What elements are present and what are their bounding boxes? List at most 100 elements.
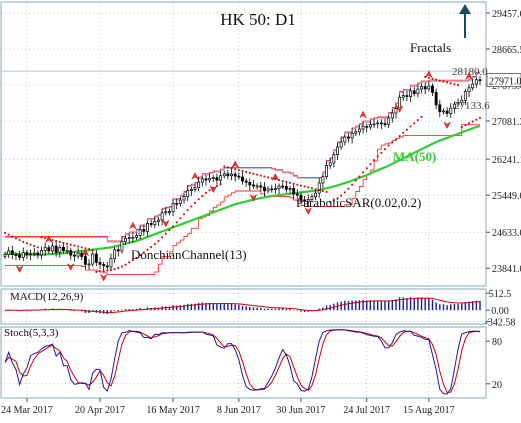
sar-dot xyxy=(300,184,302,187)
fractal-down-marker xyxy=(304,207,312,215)
sar-dot xyxy=(380,151,383,154)
time-tick-label: 16 May 2017 xyxy=(146,405,199,416)
candle-body xyxy=(474,79,478,85)
sar-dot xyxy=(95,271,98,273)
candle-body xyxy=(281,185,285,188)
candle-body xyxy=(328,162,332,166)
sar-dot xyxy=(270,177,273,180)
candle-body xyxy=(412,90,416,95)
candle-body xyxy=(120,241,124,252)
sar-dot xyxy=(131,259,134,261)
sar-dot xyxy=(241,170,244,172)
candle-body xyxy=(105,265,109,268)
sar-dot xyxy=(106,269,109,272)
fractal-down-marker xyxy=(100,274,108,282)
sar-dot xyxy=(62,241,65,244)
sar-dot xyxy=(212,186,215,189)
sar-dot xyxy=(285,181,288,183)
ma50-line xyxy=(4,124,481,256)
sar-dot xyxy=(373,159,375,162)
sar-dot xyxy=(205,191,207,194)
candle-body xyxy=(138,229,142,236)
candle-body xyxy=(379,122,383,125)
current-price-value: 27971.0 xyxy=(489,77,521,88)
sar-dot xyxy=(416,119,419,122)
candle-body xyxy=(336,146,339,155)
candle-body xyxy=(226,173,230,177)
sar-dot xyxy=(245,171,248,173)
sar-dot xyxy=(172,225,174,228)
candle-body xyxy=(237,175,241,178)
sar-dot xyxy=(102,270,105,272)
candle-body xyxy=(452,103,456,109)
candle-body xyxy=(14,254,18,256)
candle-body xyxy=(423,86,427,90)
candle-body xyxy=(427,85,431,90)
sar-dot xyxy=(88,248,90,251)
sar-dot xyxy=(453,83,456,86)
fractal-up-marker xyxy=(359,110,367,118)
candle-body xyxy=(262,186,266,192)
candle-body xyxy=(478,79,482,82)
sar-dot xyxy=(365,167,368,170)
sar-dot xyxy=(369,163,372,166)
time-tick-label: 20 Apr 2017 xyxy=(75,405,125,416)
candle-body xyxy=(361,125,365,130)
sar-dot xyxy=(278,179,280,182)
sar-dot xyxy=(139,254,142,257)
price-tick-label: 29457.6 xyxy=(492,9,521,20)
sar-dot xyxy=(431,77,434,80)
candle-body xyxy=(102,263,106,267)
candle-body xyxy=(208,178,212,181)
sar-dot xyxy=(413,122,416,125)
candle-body xyxy=(18,254,22,258)
candle-body xyxy=(295,193,299,196)
candle-body xyxy=(354,131,358,134)
candle-body xyxy=(284,186,288,190)
candle-body xyxy=(94,253,98,263)
sar-dot xyxy=(307,186,310,189)
sar-dot xyxy=(376,155,379,158)
candle-body xyxy=(200,178,204,183)
fractals-label: Fractals xyxy=(410,40,451,55)
candle-body xyxy=(65,250,69,252)
candle-body xyxy=(270,188,274,191)
candle-body xyxy=(25,252,29,255)
stoch-panel-frame xyxy=(0,326,487,399)
candle-body xyxy=(401,95,405,98)
candle-body xyxy=(54,245,58,253)
main-panel-frame xyxy=(0,1,487,287)
candle-body xyxy=(109,258,113,268)
sar-label: ParabolicSAR(0.02,0.2) xyxy=(296,195,421,210)
macd-tick-label: 512.5 xyxy=(489,289,512,300)
candle-body xyxy=(167,211,171,213)
candle-body xyxy=(420,86,423,90)
sar-dot xyxy=(58,241,61,243)
sar-dot xyxy=(44,237,47,240)
sar-dot xyxy=(460,126,463,128)
sar-dot xyxy=(347,187,350,190)
sar-dot xyxy=(164,232,167,235)
sar-dot xyxy=(267,176,269,179)
fractal-up-marker xyxy=(129,221,137,229)
sar-dot xyxy=(332,199,335,202)
price-tick-label: 25449.0 xyxy=(492,191,521,202)
candle-body xyxy=(76,252,80,257)
sar-dot xyxy=(51,239,54,242)
sar-dot xyxy=(351,183,354,186)
sar-dot xyxy=(424,76,427,78)
candle-body xyxy=(314,192,318,198)
sar-dot xyxy=(201,195,204,197)
candle-body xyxy=(160,212,164,221)
candle-body xyxy=(98,262,102,265)
stoch-tick-label: 80 xyxy=(492,337,502,348)
price-tick-label: 26241.1 xyxy=(492,155,521,166)
candle-body xyxy=(186,190,190,198)
sar-dot xyxy=(475,118,478,121)
sar-dot xyxy=(296,183,299,186)
candle-body xyxy=(394,108,398,114)
candle-body xyxy=(124,238,128,242)
candle-body xyxy=(178,199,182,204)
sar-dot xyxy=(311,187,313,190)
sar-dot xyxy=(274,178,277,181)
